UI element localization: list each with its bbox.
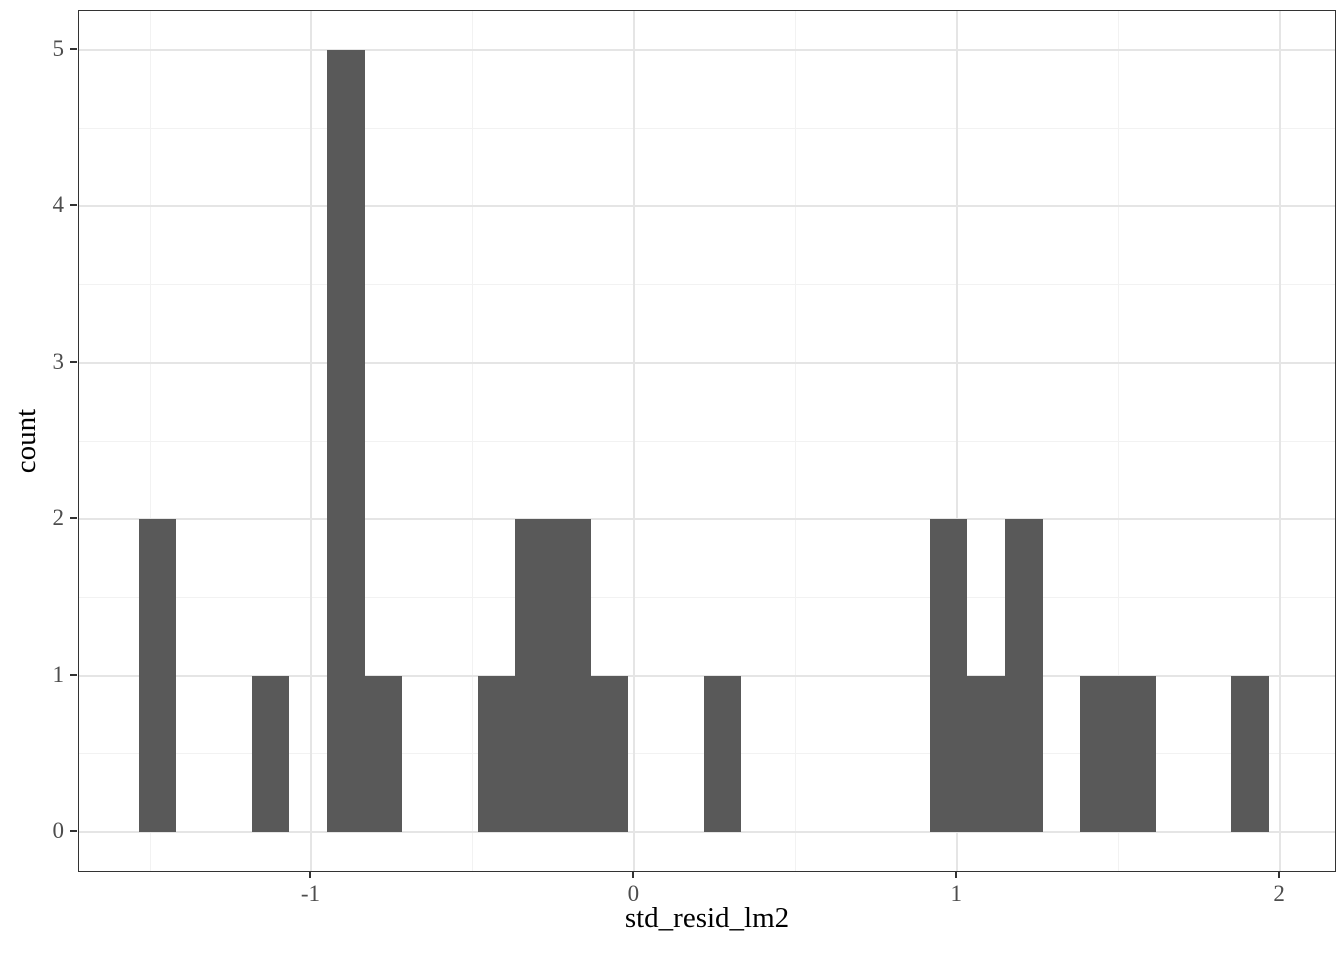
histogram-bar	[515, 519, 553, 832]
y-tick-mark	[70, 517, 77, 520]
histogram-bar	[252, 675, 289, 832]
x-tick-mark	[1278, 871, 1281, 878]
histogram-bar	[1231, 675, 1269, 832]
histogram-bar	[1118, 675, 1156, 832]
grid-major-horizontal	[79, 49, 1335, 52]
grid-major-horizontal	[79, 518, 1335, 521]
histogram-bar	[704, 675, 741, 832]
x-tick-label: 2	[1273, 881, 1285, 906]
y-tick-label: 4	[52, 192, 65, 218]
histogram-bar	[930, 519, 967, 832]
grid-major-vertical	[956, 11, 959, 871]
y-tick-mark	[70, 48, 77, 51]
y-tick-label: 3	[52, 348, 65, 374]
y-tick-label: 5	[52, 36, 65, 62]
y-tick-mark	[70, 673, 77, 676]
grid-major-vertical	[310, 11, 313, 871]
y-axis-title: count	[10, 408, 42, 474]
plot-panel	[78, 10, 1336, 872]
grid-minor-horizontal	[79, 127, 1335, 129]
grid-minor-horizontal	[79, 284, 1335, 286]
y-tick-label: 2	[52, 505, 65, 531]
grid-major-vertical	[1279, 11, 1282, 871]
grid-minor-horizontal	[79, 596, 1335, 598]
histogram-bar	[139, 519, 176, 832]
y-tick-mark	[70, 829, 77, 832]
x-tick-label: 0	[627, 881, 640, 906]
x-tick-mark	[309, 871, 312, 878]
y-tick-mark	[70, 204, 77, 207]
x-tick-mark	[955, 871, 958, 878]
histogram-bar	[591, 675, 628, 832]
x-tick-mark	[632, 871, 635, 878]
x-tick-label: 1	[950, 881, 962, 906]
x-tick-label: -1	[300, 881, 321, 906]
histogram-bar	[1005, 519, 1043, 832]
histogram-bar	[327, 50, 365, 832]
grid-major-vertical	[633, 11, 636, 871]
y-tick-label: 0	[52, 817, 65, 843]
grid-major-horizontal	[79, 205, 1335, 208]
grid-minor-horizontal	[79, 440, 1335, 442]
histogram-bar	[1080, 675, 1118, 832]
grid-major-horizontal	[79, 830, 1335, 833]
histogram-bar	[967, 675, 1005, 832]
histogram-bar	[365, 675, 402, 832]
histogram-bar	[553, 519, 591, 832]
y-tick-mark	[70, 360, 77, 363]
grid-major-horizontal	[79, 361, 1335, 364]
histogram-bar	[478, 675, 515, 832]
y-tick-label: 1	[52, 661, 65, 687]
x-axis-title: std_resid_lm2	[624, 902, 790, 934]
